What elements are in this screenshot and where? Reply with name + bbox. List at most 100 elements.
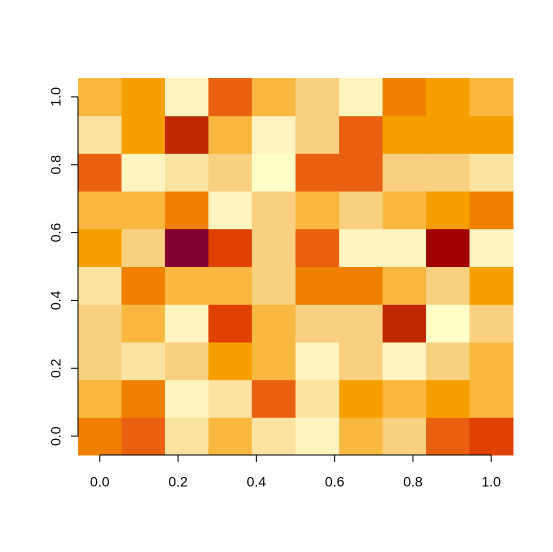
- heat-cell: [208, 341, 253, 381]
- heat-cell: [469, 417, 514, 456]
- heat-cell: [382, 153, 427, 192]
- heat-cell: [382, 266, 427, 305]
- y-tick-label: 0.6: [48, 223, 64, 243]
- heat-cell: [164, 341, 209, 381]
- heat-cell: [382, 341, 427, 381]
- heat-cell: [339, 78, 384, 117]
- heat-cell: [121, 266, 166, 305]
- heat-cell: [426, 78, 471, 117]
- heat-cell: [426, 266, 471, 305]
- heat-cell: [339, 228, 384, 267]
- heat-cell: [208, 379, 253, 418]
- heat-cell: [78, 417, 122, 456]
- heat-cell: [121, 341, 166, 381]
- heat-cell: [295, 266, 340, 305]
- heat-cell: [295, 417, 340, 456]
- heat-cell: [78, 228, 122, 267]
- heat-cell: [164, 78, 209, 117]
- heat-cell: [469, 341, 514, 381]
- heat-cell: [382, 417, 427, 456]
- heat-cell: [469, 78, 514, 117]
- heat-cell: [251, 115, 296, 154]
- heat-cell: [339, 153, 384, 192]
- heat-cell: [295, 153, 340, 192]
- x-tick-label: 1.0: [481, 474, 501, 490]
- heat-cell: [164, 304, 209, 343]
- x-tick-label: 0.4: [247, 474, 267, 490]
- heat-cell: [469, 228, 514, 267]
- y-tick-label: 0.2: [48, 358, 64, 378]
- heat-cell: [251, 304, 296, 343]
- heat-cell: [339, 379, 384, 418]
- heat-cell: [251, 78, 296, 117]
- heat-cell: [426, 115, 471, 154]
- heat-cell: [251, 266, 296, 305]
- y-tick-label: 0.8: [48, 155, 64, 175]
- heat-cell: [121, 379, 166, 418]
- heat-cell: [208, 228, 253, 267]
- heat-cell: [426, 341, 471, 381]
- y-tick-label: 0.4: [48, 290, 64, 310]
- heat-cell: [426, 304, 471, 343]
- heat-cell: [382, 78, 427, 117]
- x-tick-label: 0.8: [403, 474, 423, 490]
- heat-cell: [164, 191, 209, 230]
- heat-cell: [295, 115, 340, 154]
- heat-cell: [208, 153, 253, 192]
- heat-cell: [164, 379, 209, 418]
- heat-cell: [295, 379, 340, 418]
- y-tick-label: 1.0: [48, 87, 64, 107]
- heat-cell: [469, 304, 514, 343]
- heat-cell: [121, 417, 166, 456]
- heat-cell: [121, 228, 166, 267]
- heat-cell: [339, 115, 384, 154]
- heat-cell: [295, 228, 340, 267]
- heat-cell: [339, 341, 384, 381]
- x-tick-label: 0.0: [90, 474, 110, 490]
- heat-cell: [78, 153, 122, 192]
- heat-cell: [339, 191, 384, 230]
- heat-cell: [339, 304, 384, 343]
- heat-cell: [295, 341, 340, 381]
- heat-cell: [469, 153, 514, 192]
- heat-cell: [339, 266, 384, 305]
- heat-cell: [121, 191, 166, 230]
- heat-cell: [251, 341, 296, 381]
- heat-cell: [382, 379, 427, 418]
- heat-cell: [78, 191, 122, 230]
- heat-cell: [426, 228, 471, 267]
- heat-cell: [78, 266, 122, 305]
- heat-cell: [164, 266, 209, 305]
- heat-cell: [426, 417, 471, 456]
- heat-cell: [426, 153, 471, 192]
- heat-cell: [339, 417, 384, 456]
- heat-cell: [295, 191, 340, 230]
- heat-cell: [426, 191, 471, 230]
- heat-cell: [78, 115, 122, 154]
- heat-cell: [382, 304, 427, 343]
- heat-cell: [121, 115, 166, 154]
- heat-cell: [251, 191, 296, 230]
- heat-cell: [164, 417, 209, 456]
- heat-cell: [382, 228, 427, 267]
- heat-cell: [251, 379, 296, 418]
- heat-cell: [382, 191, 427, 230]
- heat-cell: [208, 304, 253, 343]
- heat-cell: [78, 78, 122, 117]
- heat-cell: [121, 153, 166, 192]
- heat-cell: [469, 191, 514, 230]
- heat-cell: [251, 153, 296, 192]
- heat-cell: [164, 115, 209, 154]
- heat-cell: [78, 304, 122, 343]
- heat-cell: [208, 266, 253, 305]
- heat-cell: [469, 266, 514, 305]
- y-tick-label: 0.0: [48, 426, 64, 446]
- heat-cell: [78, 379, 122, 418]
- heat-cell: [121, 78, 166, 117]
- heat-cell: [208, 78, 253, 117]
- heat-cell: [164, 153, 209, 192]
- heat-cell: [78, 341, 122, 381]
- heat-cell: [251, 417, 296, 456]
